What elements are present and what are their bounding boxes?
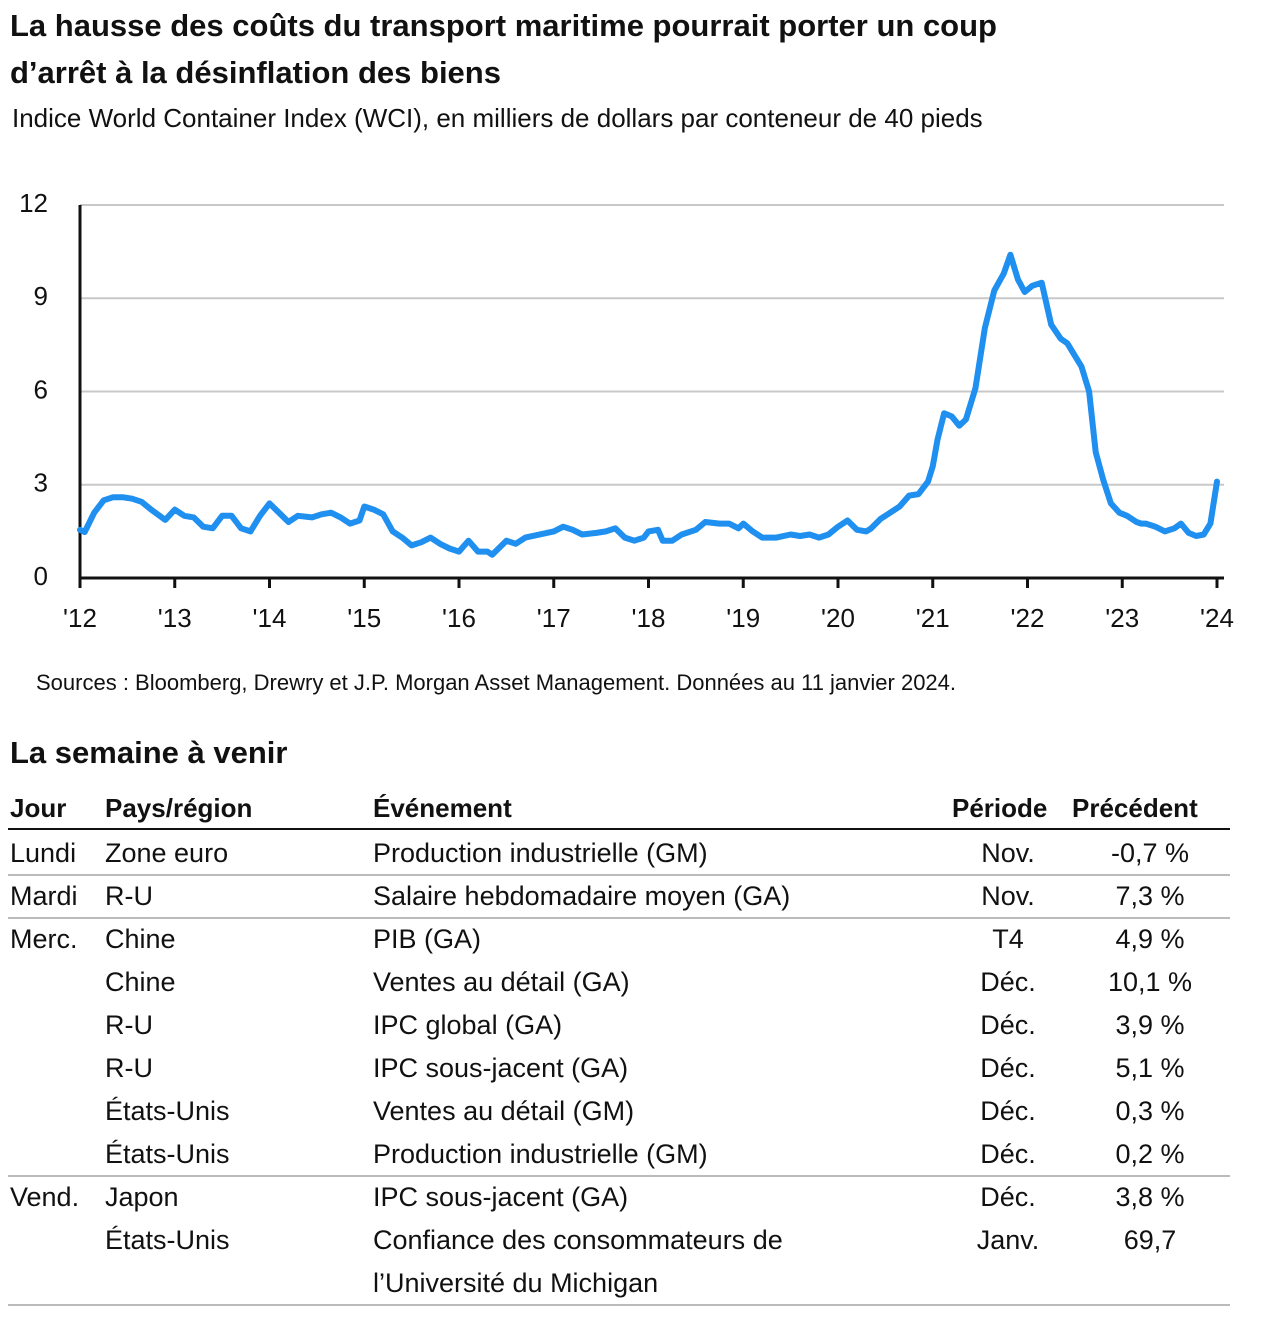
cell: 5,1 % [1115, 1053, 1184, 1083]
cell: 4,9 % [1115, 924, 1184, 954]
x-tick-label: '22 [1011, 603, 1045, 633]
line [77, 251, 1220, 558]
cell: Nov. [981, 881, 1035, 911]
cell: 0,3 % [1115, 1096, 1184, 1126]
cell: 10,1 % [1108, 967, 1192, 997]
cell: Déc. [980, 1053, 1036, 1083]
cell: Mardi [10, 881, 78, 911]
cell: PIB (GA) [373, 924, 481, 954]
x-tick-label: '18 [632, 603, 666, 633]
cell: R-U [105, 1010, 153, 1040]
column-header: Événement [373, 793, 512, 823]
cell: R-U [105, 1053, 153, 1083]
cell: Ventes au détail (GA) [373, 967, 630, 997]
cell: Confiance des consommateurs de [373, 1225, 783, 1255]
y-tick-label: 0 [34, 561, 48, 591]
x-tick-label: '14 [253, 603, 287, 633]
x-tick-label: '12 [63, 603, 97, 633]
x-tick-label: '19 [726, 603, 760, 633]
cell: 3,9 % [1115, 1010, 1184, 1040]
cell: États-Unis [105, 1096, 230, 1126]
column-header: Jour [10, 793, 66, 823]
x-tick-label: '21 [916, 603, 950, 633]
cell: IPC sous-jacent (GA) [373, 1182, 628, 1212]
cell: R-U [105, 881, 153, 911]
column-header: Pays/région [105, 793, 252, 823]
cell: IPC sous-jacent (GA) [373, 1053, 628, 1083]
cell: Chine [105, 967, 176, 997]
x-tick-label: '23 [1105, 603, 1139, 633]
cell: Production industrielle (GM) [373, 838, 708, 868]
cell: 0,2 % [1115, 1139, 1184, 1169]
x-tick-label: '20 [821, 603, 855, 633]
x-tick-label: '24 [1200, 603, 1234, 633]
y-tick-label: 3 [34, 468, 48, 498]
cell: Japon [105, 1182, 179, 1212]
cell: Merc. [10, 924, 78, 954]
y-tick-label: 6 [34, 374, 48, 404]
y-tick-label: 12 [19, 188, 48, 218]
cell: Chine [105, 924, 176, 954]
chart-title: La hausse des coûts du transport maritim… [10, 8, 997, 43]
cell: Vend. [10, 1182, 79, 1212]
cell: 3,8 % [1115, 1182, 1184, 1212]
cell: l’Université du Michigan [373, 1268, 658, 1298]
cell: 7,3 % [1115, 881, 1184, 911]
x-tick-label: '15 [347, 603, 381, 633]
cell: Zone euro [105, 838, 228, 868]
cell: Salaire hebdomadaire moyen (GA) [373, 881, 790, 911]
cell: États-Unis [105, 1225, 230, 1255]
cell: Janv. [977, 1225, 1040, 1255]
column-header: Période [952, 793, 1047, 823]
cell: 69,7 [1124, 1225, 1177, 1255]
x-tick-label: '17 [537, 603, 571, 633]
cell: Nov. [981, 838, 1035, 868]
cell: Déc. [980, 1096, 1036, 1126]
cell: États-Unis [105, 1139, 230, 1169]
cell: Lundi [10, 838, 76, 868]
cell: Ventes au détail (GM) [373, 1096, 634, 1126]
cell: Déc. [980, 1182, 1036, 1212]
cell: Déc. [980, 1139, 1036, 1169]
column-header: Précédent [1072, 793, 1198, 823]
x-tick-label: '13 [158, 603, 192, 633]
cell: Déc. [980, 967, 1036, 997]
source: Sources : Bloomberg, Drewry et J.P. Morg… [36, 670, 956, 695]
cell: T4 [992, 924, 1024, 954]
x-tick-label: '16 [442, 603, 476, 633]
cell: IPC global (GA) [373, 1010, 562, 1040]
table-title: La semaine à venir [10, 735, 287, 770]
cell: -0,7 % [1111, 838, 1189, 868]
chart-title: d’arrêt à la désinflation des biens [10, 55, 501, 90]
cell: Déc. [980, 1010, 1036, 1040]
cell: Production industrielle (GM) [373, 1139, 708, 1169]
y-tick-label: 9 [34, 281, 48, 311]
chart-subtitle: Indice World Container Index (WCI), en m… [12, 103, 983, 133]
